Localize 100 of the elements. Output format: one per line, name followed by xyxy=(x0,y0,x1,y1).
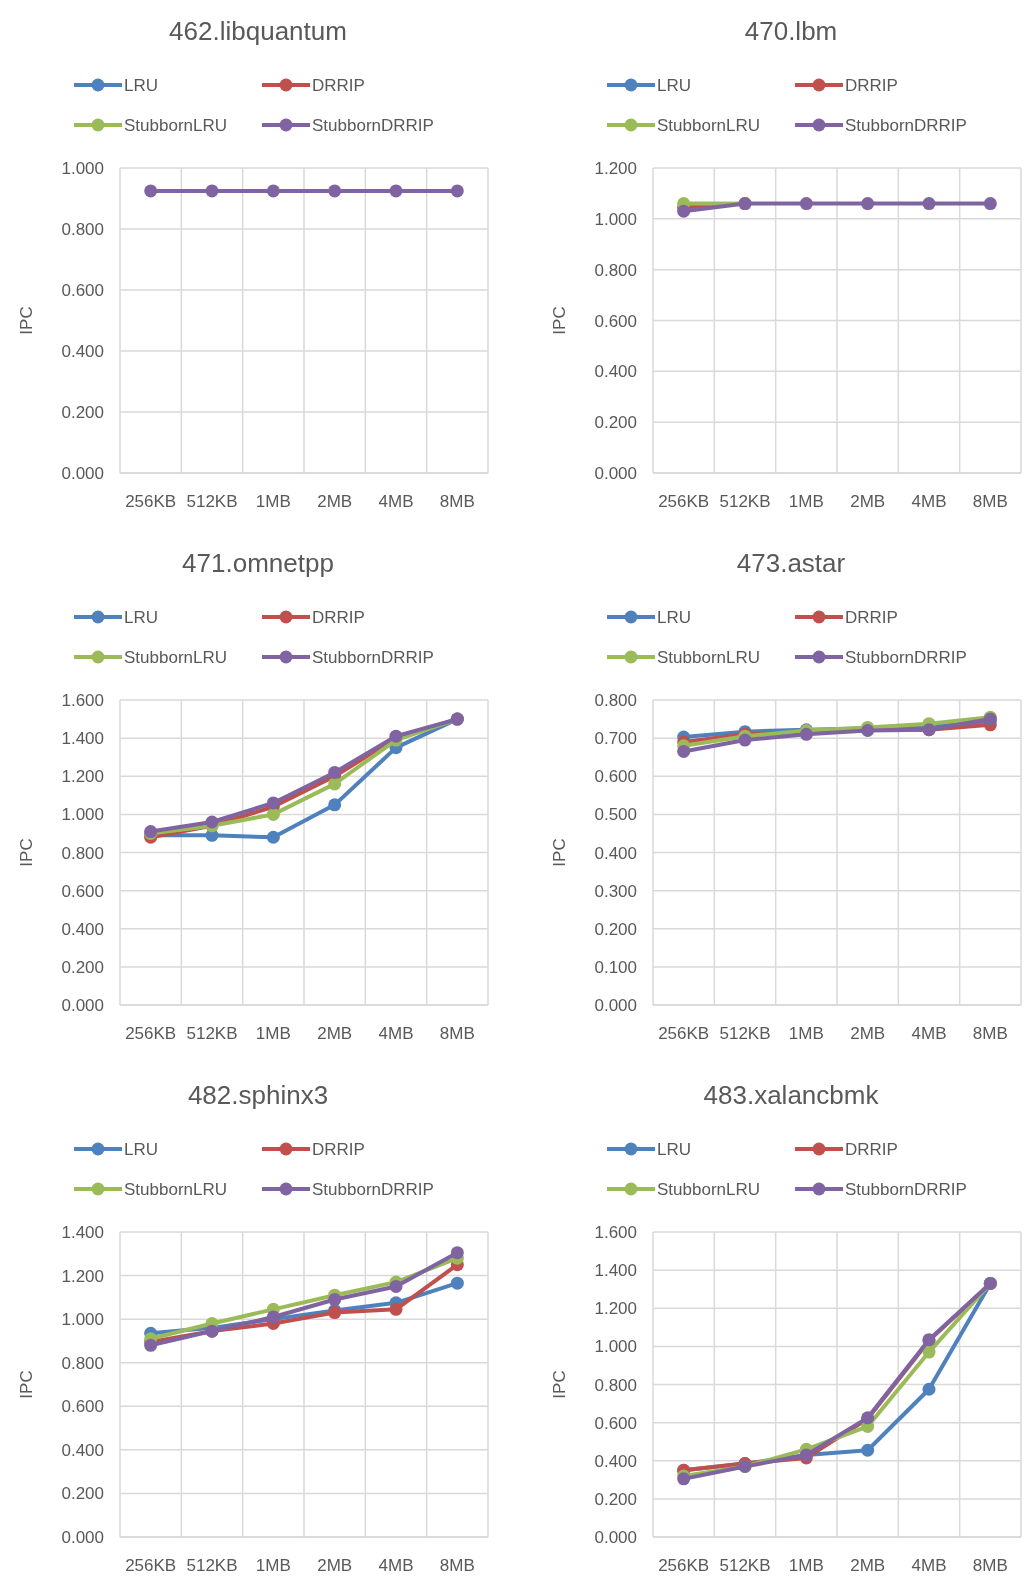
x-tick-label: 2MB xyxy=(850,1556,886,1575)
x-tick-label: 512KB xyxy=(186,1556,238,1575)
y-tick-label: 0.200 xyxy=(594,919,637,939)
legend-label: StubbornDRRIP xyxy=(845,1180,967,1199)
point xyxy=(266,830,280,844)
y-tick-label: 0.600 xyxy=(594,1413,637,1433)
x-tick-label: 2MB xyxy=(317,1556,353,1575)
x-tick-label: 512KB xyxy=(719,1024,771,1043)
x-tick-label: 1MB xyxy=(255,1024,291,1043)
y-tick-label: 0.400 xyxy=(61,1440,104,1460)
y-tick-label: 0.500 xyxy=(594,805,637,825)
y-tick-label: 0.000 xyxy=(594,464,637,483)
x-tick-label: 512KB xyxy=(186,1024,238,1043)
legend-label: DRRIP xyxy=(845,1140,898,1159)
legend-label: LRU xyxy=(124,608,159,627)
point xyxy=(450,1246,464,1260)
point xyxy=(205,815,219,829)
legend-label: DRRIP xyxy=(312,76,365,95)
legend-label: LRU xyxy=(657,1140,692,1159)
y-tick-label: 0.000 xyxy=(61,464,104,483)
y-axis-title: IPC xyxy=(17,838,36,867)
chart-title: 483.xalancbmk xyxy=(703,1080,880,1110)
point xyxy=(450,1276,464,1290)
x-tick-label: 256KB xyxy=(658,1024,710,1043)
x-tick-label: 2MB xyxy=(317,1024,353,1043)
x-tick-label: 4MB xyxy=(378,1556,414,1575)
legend-label: StubbornLRU xyxy=(657,116,761,135)
y-tick-label: 0.400 xyxy=(61,342,104,361)
y-tick-label: 1.200 xyxy=(594,159,637,178)
y-tick-label: 1.200 xyxy=(61,1266,104,1286)
y-tick-label: 0.200 xyxy=(594,1489,637,1509)
legend-label: LRU xyxy=(657,608,692,627)
y-tick-label: 0.800 xyxy=(61,1353,104,1373)
y-tick-label: 1.200 xyxy=(61,767,104,787)
legend-label: StubbornLRU xyxy=(657,648,761,667)
y-tick-label: 0.000 xyxy=(594,1528,637,1547)
legend-label: LRU xyxy=(124,76,159,95)
point xyxy=(922,1382,936,1396)
x-tick-label: 8MB xyxy=(439,492,475,511)
point xyxy=(328,765,342,779)
legend-label: LRU xyxy=(657,76,692,95)
y-axis-title: IPC xyxy=(17,1370,36,1399)
x-tick-label: 1MB xyxy=(788,1024,824,1043)
x-tick-label: 1MB xyxy=(255,492,291,511)
legend-label: LRU xyxy=(124,1140,159,1159)
legend-label: StubbornLRU xyxy=(124,116,228,135)
x-tick-label: 256KB xyxy=(125,1556,177,1575)
x-tick-label: 512KB xyxy=(719,492,771,511)
y-tick-label: 0.200 xyxy=(61,1484,104,1504)
x-tick-label: 1MB xyxy=(788,1556,824,1575)
legend-label: StubbornDRRIP xyxy=(845,648,967,667)
y-tick-label: 1.400 xyxy=(594,1261,637,1281)
y-tick-label: 0.300 xyxy=(594,881,637,901)
y-axis-title: IPC xyxy=(550,306,569,335)
y-tick-label: 1.200 xyxy=(594,1299,637,1319)
y-tick-label: 1.000 xyxy=(594,1337,637,1357)
y-tick-label: 0.400 xyxy=(61,919,104,939)
y-tick-label: 0.200 xyxy=(594,413,637,433)
x-tick-label: 8MB xyxy=(439,1556,475,1575)
point xyxy=(389,1279,403,1293)
y-tick-label: 0.600 xyxy=(594,767,637,787)
y-tick-label: 0.100 xyxy=(594,957,637,977)
y-tick-label: 1.000 xyxy=(61,1310,104,1330)
y-tick-label: 0.800 xyxy=(594,260,637,280)
point xyxy=(922,1345,936,1359)
x-tick-label: 8MB xyxy=(972,492,1008,511)
y-axis-title: IPC xyxy=(550,1370,569,1399)
y-tick-label: 0.400 xyxy=(594,362,637,382)
x-tick-label: 8MB xyxy=(972,1024,1008,1043)
y-tick-label: 0.800 xyxy=(594,691,637,710)
y-tick-label: 1.400 xyxy=(61,729,104,749)
x-tick-label: 2MB xyxy=(317,492,353,511)
x-tick-label: 8MB xyxy=(972,1556,1008,1575)
legend-label: StubbornDRRIP xyxy=(312,1180,434,1199)
chart-title: 473.astar xyxy=(736,548,846,578)
y-tick-label: 0.200 xyxy=(61,957,104,977)
y-axis-title: IPC xyxy=(550,838,569,867)
y-tick-label: 0.000 xyxy=(61,996,104,1015)
y-tick-label: 0.400 xyxy=(594,1451,637,1471)
y-tick-label: 0.600 xyxy=(61,1397,104,1417)
x-tick-label: 256KB xyxy=(125,1024,177,1043)
x-tick-label: 4MB xyxy=(378,492,414,511)
x-tick-label: 256KB xyxy=(125,492,177,511)
point xyxy=(677,744,691,758)
x-tick-label: 256KB xyxy=(658,1556,710,1575)
y-tick-label: 0.800 xyxy=(61,220,104,239)
legend-label: StubbornLRU xyxy=(124,648,228,667)
x-tick-label: 2MB xyxy=(850,1024,886,1043)
legend-label: StubbornLRU xyxy=(657,1180,761,1199)
y-tick-label: 0.600 xyxy=(594,311,637,331)
y-tick-label: 0.800 xyxy=(594,1375,637,1395)
y-tick-label: 0.600 xyxy=(61,881,104,901)
point xyxy=(328,1293,342,1307)
legend-label: StubbornDRRIP xyxy=(845,116,967,135)
legend-label: DRRIP xyxy=(845,76,898,95)
point xyxy=(389,1302,403,1316)
x-tick-label: 1MB xyxy=(788,492,824,511)
legend-label: StubbornDRRIP xyxy=(312,648,434,667)
legend-label: StubbornDRRIP xyxy=(312,116,434,135)
y-tick-label: 0.000 xyxy=(61,1528,104,1547)
